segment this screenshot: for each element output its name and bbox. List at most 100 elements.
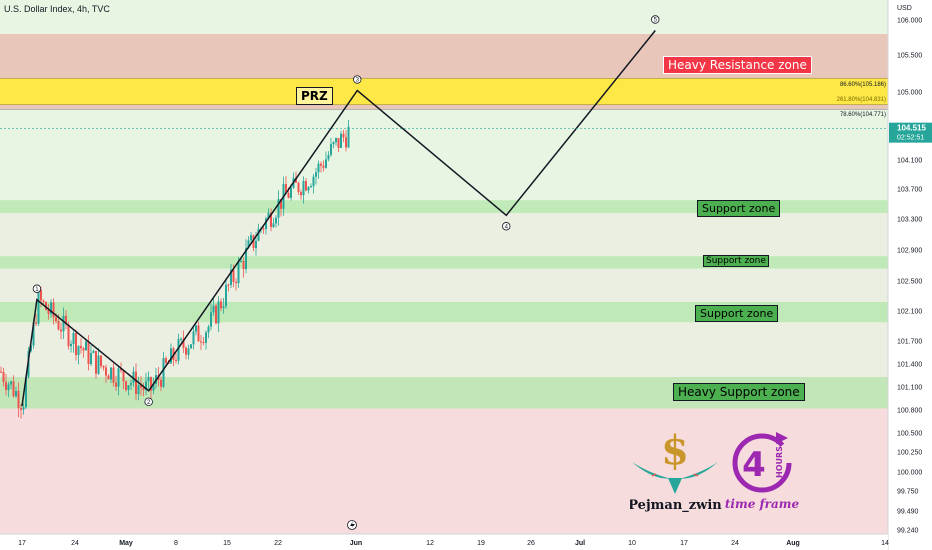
candle-body <box>277 199 280 218</box>
candle-body <box>270 212 272 227</box>
candle-body <box>177 339 180 361</box>
four-digit: 4 <box>742 445 766 485</box>
candle-body <box>215 305 217 324</box>
candle-body <box>107 375 110 380</box>
prz-label: PRZ <box>296 87 333 105</box>
time-tick: Jul <box>575 540 585 547</box>
candle-body <box>70 343 72 347</box>
time-tick: 15 <box>223 540 231 547</box>
price-tick: 103.700 <box>897 187 922 194</box>
candle-body <box>110 367 112 380</box>
candle-body <box>117 368 120 387</box>
candle-body <box>187 348 190 355</box>
candle-body <box>237 261 240 284</box>
candle-body <box>332 142 335 145</box>
price-tick: 99.490 <box>897 509 919 516</box>
candle-body <box>37 290 40 324</box>
candle-body <box>30 345 32 352</box>
candle-body <box>65 315 67 325</box>
candle-body <box>77 346 80 356</box>
candle-body <box>287 192 290 198</box>
candle-body <box>127 385 130 390</box>
candle-body <box>307 187 310 191</box>
price-tick: 103.300 <box>897 217 922 224</box>
candle-body <box>92 351 95 354</box>
price-axis <box>888 0 932 550</box>
price-tick: 100.250 <box>897 450 922 457</box>
candle-body <box>185 347 187 355</box>
candle-body <box>17 390 20 409</box>
candle-body <box>32 322 35 346</box>
candle-body <box>217 301 220 324</box>
candle-body <box>170 348 172 364</box>
candle-body <box>52 302 55 318</box>
candle-body <box>200 341 202 343</box>
candle-body <box>60 329 62 332</box>
time-tick: 14 <box>881 540 889 547</box>
candle-body <box>225 284 227 307</box>
candle-body <box>210 312 212 327</box>
candle-body <box>105 367 107 376</box>
candle-body <box>20 408 22 410</box>
price-tick: 100.500 <box>897 431 922 438</box>
support-zone-label-2: Support zone <box>703 255 769 267</box>
price-tick: 99.750 <box>897 489 919 496</box>
candle-body <box>335 137 337 143</box>
wave-marker-label-1: 1 <box>35 287 39 293</box>
time-tick: 17 <box>680 540 688 547</box>
candle-body <box>205 332 207 343</box>
wave-marker-label-2: 2 <box>147 400 151 406</box>
candle-body <box>252 235 255 249</box>
candle-body <box>72 332 75 344</box>
candle-body <box>140 385 142 388</box>
candle-body <box>87 341 90 365</box>
candle-body <box>82 348 85 351</box>
zones: 86.60%(105.186) 261.80%(104.831) 78.60%(10… <box>0 34 888 409</box>
candle-body <box>322 165 325 168</box>
candle-body <box>142 387 145 390</box>
candle-body <box>290 187 292 198</box>
candle-body <box>312 176 315 187</box>
dollar-logo-icon: $ <box>632 428 718 494</box>
wave-marker-label-3: 3 <box>356 78 360 84</box>
candle-body <box>302 181 305 196</box>
candle-body <box>5 382 7 390</box>
candle-body <box>95 351 97 374</box>
heavy-support-label: Heavy Support zone <box>673 383 805 401</box>
current-price-tag <box>889 122 932 143</box>
bar-countdown: 02:52:51 <box>897 135 924 142</box>
candle-body <box>192 331 195 345</box>
wave-marker-5 <box>651 15 660 24</box>
candle-body <box>317 163 320 173</box>
time-tick: Aug <box>786 540 800 547</box>
hours-text: HOURS <box>775 446 784 478</box>
fib-label-0: 86.60%(105.186) <box>840 82 886 88</box>
candle-body <box>235 281 237 284</box>
candle-body <box>2 371 5 383</box>
candle-body <box>162 358 165 387</box>
candle-body <box>67 324 70 347</box>
candle-body <box>145 381 147 390</box>
candle-body <box>272 223 275 227</box>
candle-body <box>222 306 225 309</box>
time-tick: 24 <box>71 540 79 547</box>
candle-body <box>132 371 135 383</box>
candle-body <box>152 383 155 391</box>
candle-body <box>305 181 307 191</box>
price-tick: 102.900 <box>897 248 922 255</box>
candle-body <box>115 382 117 387</box>
candle-body <box>55 317 57 322</box>
time-tick: 8 <box>174 540 178 547</box>
candle-body <box>50 302 52 314</box>
candle-body <box>265 218 267 230</box>
candle-body <box>47 310 50 314</box>
fib-label-1: 261.80%(104.831) <box>837 97 886 103</box>
candle-body <box>25 376 27 408</box>
price-tick: 102.500 <box>897 279 922 286</box>
price-tick: 100.800 <box>897 408 922 415</box>
candle-body <box>0 371 2 373</box>
candle-body <box>325 159 327 168</box>
candle-body <box>160 379 162 387</box>
candle-body <box>147 377 150 382</box>
